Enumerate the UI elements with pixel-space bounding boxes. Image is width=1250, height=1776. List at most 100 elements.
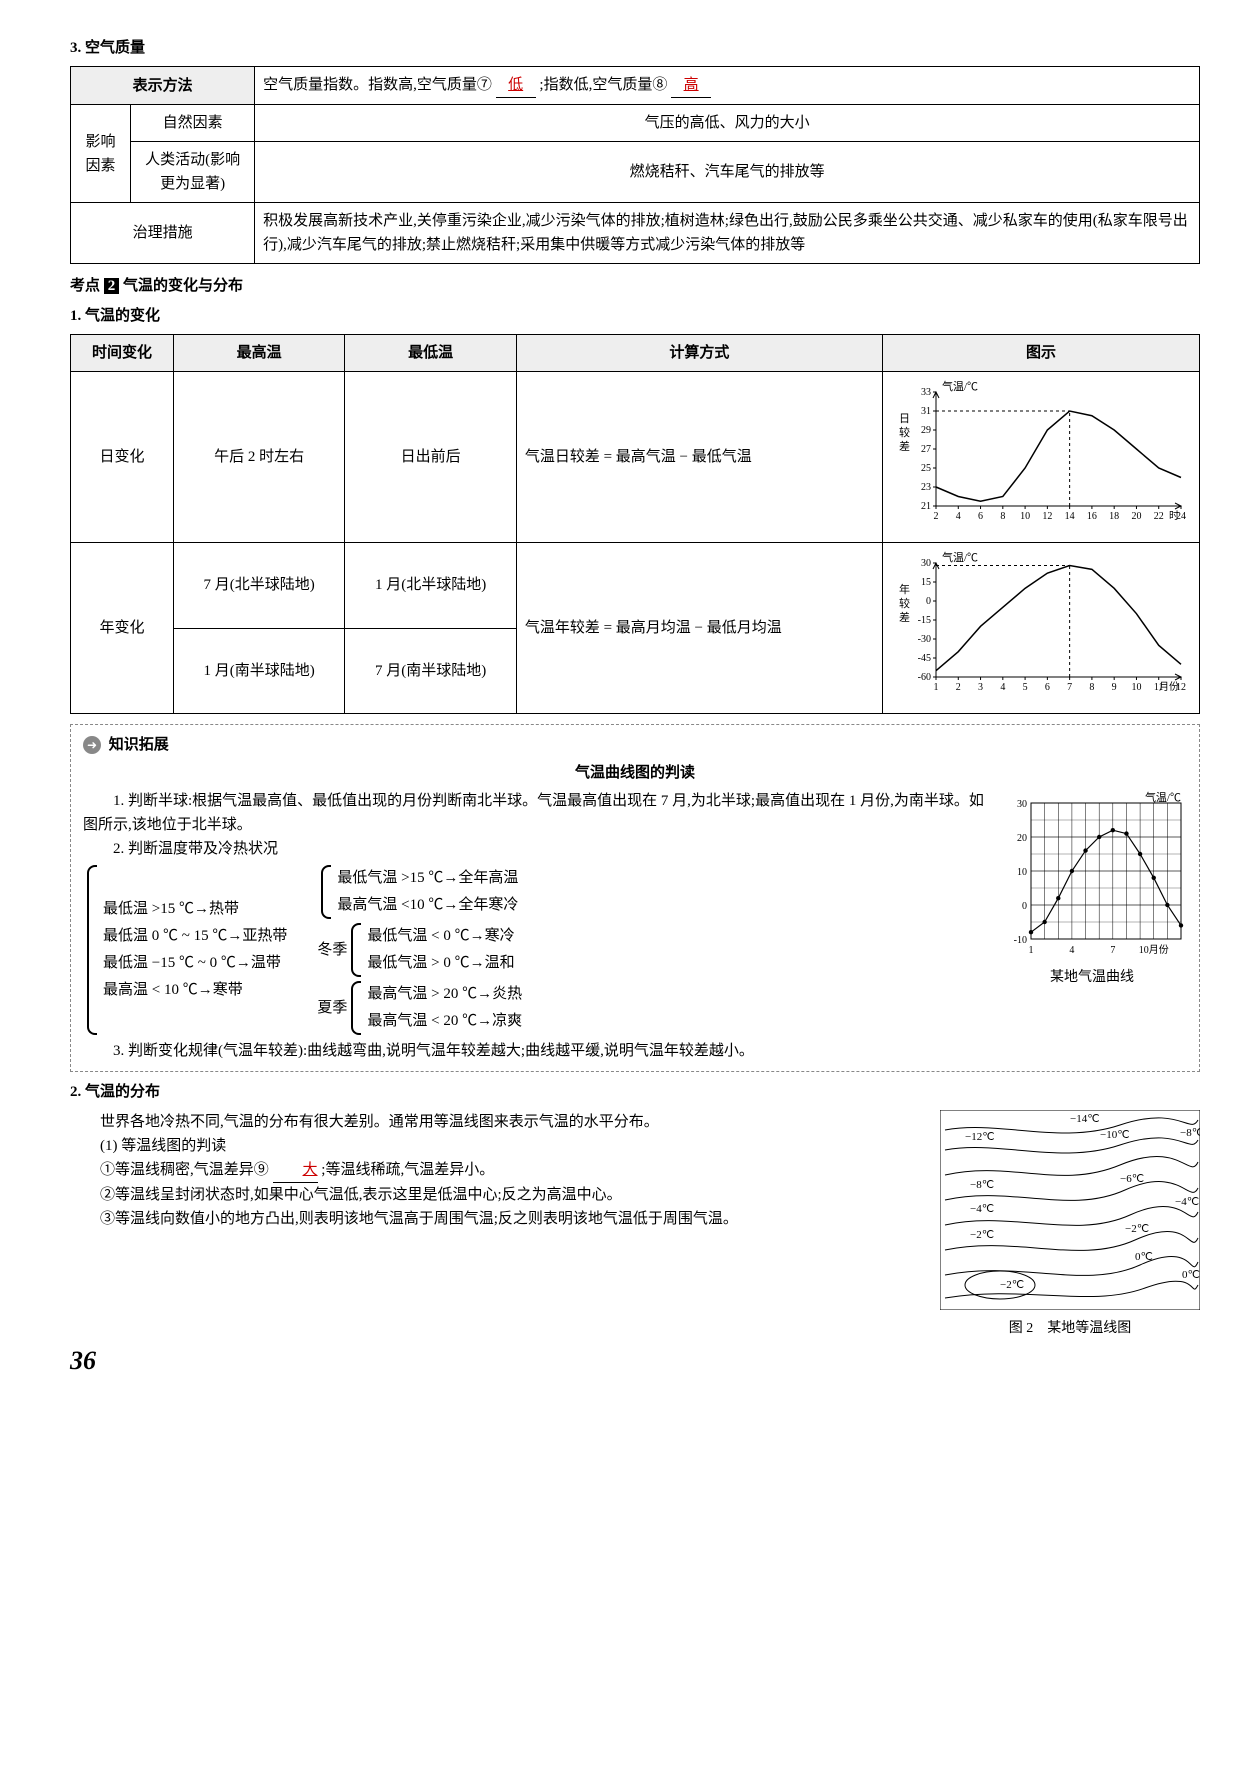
svg-text:10: 10: [1017, 867, 1027, 878]
aq-blank-7: 低: [496, 73, 536, 98]
svg-text:月份: 月份: [1159, 681, 1179, 693]
svg-text:−2℃: −2℃: [1000, 1279, 1024, 1291]
kaodian-title: 气温的变化与分布: [123, 278, 243, 294]
kaodian-prefix: 考点: [70, 278, 100, 294]
svg-text:3: 3: [978, 682, 983, 693]
svg-text:2: 2: [934, 511, 939, 522]
ke-badge-row: ➜ 知识拓展: [83, 733, 1187, 757]
tc-year-c1: 年变化: [71, 543, 174, 714]
svg-text:6: 6: [978, 511, 983, 522]
svg-text:1: 1: [934, 682, 939, 693]
air-quality-table: 表示方法 空气质量指数。指数高,空气质量⑦ 低 ;指数低,空气质量⑧ 高 影响因…: [70, 66, 1200, 264]
svg-text:较: 较: [899, 425, 910, 439]
svg-text:−14℃: −14℃: [1070, 1113, 1100, 1125]
brace-line: 最低气温 < 0 ℃→寒冷: [367, 923, 514, 950]
svg-text:气温/℃: 气温/℃: [1145, 790, 1181, 804]
brace-line: 最高气温 > 20 ℃→炎热: [367, 981, 522, 1008]
tc-year-c2a: 7 月(北半球陆地): [173, 543, 344, 629]
svg-text:−12℃: −12℃: [965, 1131, 995, 1143]
tc-day-c3: 日出前后: [345, 372, 516, 543]
temp-change-table: 时间变化 最高温 最低温 计算方式 图示 日变化 午后 2 时左右 日出前后 气…: [70, 334, 1200, 714]
svg-text:20: 20: [1131, 511, 1141, 522]
s2-line1-post: ;等温线稀疏,气温差异小。: [321, 1162, 494, 1178]
svg-text:27: 27: [921, 444, 931, 455]
svg-text:0: 0: [1022, 901, 1027, 912]
svg-text:-45: -45: [918, 653, 931, 664]
svg-text:6: 6: [1045, 682, 1050, 693]
svg-text:−4℃: −4℃: [1175, 1196, 1199, 1208]
svg-text:7: 7: [1110, 945, 1115, 956]
brace-line: 最低温 −15 ℃ ~ 0 ℃→温带: [103, 950, 287, 977]
svg-text:−8℃: −8℃: [970, 1179, 994, 1191]
brace-line: 最低温 >15 ℃→热带: [103, 896, 287, 923]
ke-mini-chart-wrap: -10010203014710月份气温/℃ 某地气温曲线: [997, 789, 1187, 989]
svg-text:30: 30: [1017, 799, 1027, 810]
svg-text:−2℃: −2℃: [970, 1229, 994, 1241]
svg-text:14: 14: [1065, 511, 1075, 522]
svg-text:15: 15: [921, 577, 931, 588]
page-number: 36: [70, 1340, 1200, 1382]
svg-text:较: 较: [899, 596, 910, 610]
tc-year-c2b: 1 月(南半球陆地): [173, 628, 344, 714]
svg-text:年: 年: [899, 582, 910, 596]
kaodian-2-heading: 考点 2 气温的变化与分布: [70, 274, 1200, 298]
aq-human-label: 人类活动(影响更为显著): [131, 142, 255, 203]
brace-line: 最低气温 > 0 ℃→温和: [367, 950, 514, 977]
aq-blank-8: 高: [671, 73, 711, 98]
kaodian-number-badge: 2: [104, 278, 120, 294]
svg-text:22: 22: [1154, 511, 1164, 522]
aq-natural-val: 气压的高低、风力的大小: [255, 105, 1200, 142]
svg-text:20: 20: [1017, 833, 1027, 844]
svg-text:0: 0: [926, 596, 931, 607]
aq-header-method: 表示方法: [71, 67, 255, 105]
svg-text:10月份: 10月份: [1139, 944, 1169, 956]
s2-blank-9: 大: [273, 1158, 318, 1183]
brace-line: 最低温 0 ℃ ~ 15 ℃→亚热带: [103, 923, 287, 950]
svg-text:时: 时: [1169, 510, 1179, 522]
svg-text:33: 33: [921, 387, 931, 398]
svg-text:30: 30: [921, 558, 931, 569]
svg-text:-60: -60: [918, 672, 931, 683]
svg-text:16: 16: [1087, 511, 1097, 522]
svg-text:10: 10: [1131, 682, 1141, 693]
tc-day-chart-cell: 2123252729313324681012141618202224气温/℃时日…: [883, 372, 1200, 543]
ke-badge: 知识拓展: [109, 737, 169, 753]
svg-text:4: 4: [1000, 682, 1005, 693]
svg-text:29: 29: [921, 425, 931, 436]
section-3-title: 3. 空气质量: [70, 36, 1200, 60]
tc-h3: 最低温: [345, 335, 516, 372]
aq-measure-label: 治理措施: [71, 203, 255, 264]
tc-h4: 计算方式: [516, 335, 882, 372]
svg-text:−8℃: −8℃: [1180, 1127, 1200, 1139]
svg-text:8: 8: [1089, 682, 1094, 693]
tc-day-c4: 气温日较差 = 最高气温 − 最低气温: [516, 372, 882, 543]
tc-year-chart-cell: -60-45-30-1501530123456789101112气温/℃月份年较…: [883, 543, 1200, 714]
svg-text:2: 2: [956, 682, 961, 693]
svg-text:31: 31: [921, 406, 931, 417]
tc-year-c3b: 7 月(南半球陆地): [345, 628, 516, 714]
isoline-caption: 图 2 某地等温线图: [940, 1318, 1200, 1340]
annual-temp-chart: -60-45-30-1501530123456789101112气温/℃月份年较…: [891, 549, 1191, 699]
ke-groupB: 最低气温 >15 ℃→全年高温最高气温 <10 ℃→全年寒冷 冬季 最低气温 <…: [317, 861, 522, 1039]
svg-text:−6℃: −6℃: [1120, 1173, 1144, 1185]
tc-year-c4: 气温年较差 = 最高月均温 − 最低月均温: [516, 543, 882, 714]
svg-text:4: 4: [956, 511, 961, 522]
aq-method-cell: 空气质量指数。指数高,空气质量⑦ 低 ;指数低,空气质量⑧ 高: [255, 67, 1200, 105]
tc-h2: 最高温: [173, 335, 344, 372]
svg-text:1: 1: [1029, 945, 1034, 956]
svg-text:12: 12: [1042, 511, 1052, 522]
svg-text:-10: -10: [1014, 935, 1027, 946]
svg-text:23: 23: [921, 482, 931, 493]
arrow-icon: ➜: [83, 736, 101, 754]
ke-summer-label: 夏季: [317, 996, 347, 1020]
svg-text:5: 5: [1023, 682, 1028, 693]
brace-line: 最高温 < 10 ℃→寒带: [103, 977, 287, 1004]
aq-method-mid: ;指数低,空气质量⑧: [539, 77, 667, 93]
knowledge-expansion-box: ➜ 知识拓展 气温曲线图的判读 -10010203014710月份气温/℃ 某地…: [70, 724, 1200, 1072]
aq-method-pre: 空气质量指数。指数高,空气质量⑦: [263, 77, 492, 93]
aq-factor-label: 影响因素: [71, 105, 131, 203]
svg-text:18: 18: [1109, 511, 1119, 522]
svg-text:4: 4: [1069, 945, 1074, 956]
svg-text:−2℃: −2℃: [1125, 1223, 1149, 1235]
brace-line: 最高气温 <10 ℃→全年寒冷: [337, 892, 518, 919]
